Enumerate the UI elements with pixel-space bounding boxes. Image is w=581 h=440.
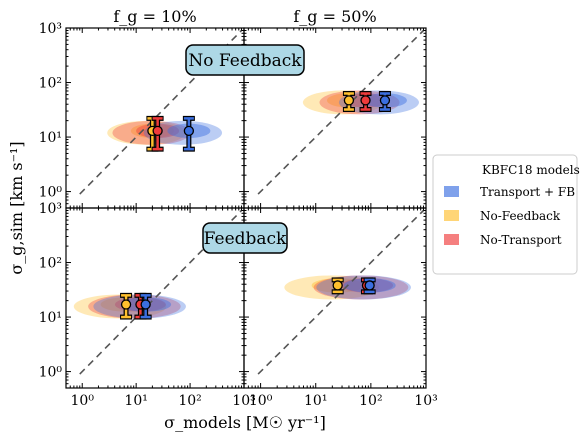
column-title-fg50: f_g = 50% [293,7,376,26]
marker [360,95,371,106]
axes-panel-1-1: 10⁰ 10¹ 10² 10³ [243,207,438,409]
point-transport-fb-panel-0-1 [378,90,391,113]
point-transport-fb-panel-0-0 [182,115,195,152]
point-no-feedback-panel-1-0 [120,292,133,320]
marker [343,95,355,106]
legend-label-no-feedback: No-Feedback [480,209,561,223]
marker [364,280,375,291]
axes-panel-1-0: 10⁰ 10¹ 10² 10³ 10⁰ 10¹ 10² 10³ [39,201,256,409]
legend-title: KBFC18 models [482,163,580,177]
x-tick-label: 10³ [414,393,437,409]
row-label-no-feedback-box: No Feedback [185,44,305,76]
legend-swatch-no-feedback [444,210,459,221]
x-tick-label: 10¹ [304,393,327,409]
y-tick-label: 10² [39,256,62,272]
x-tick-label: 10⁰ [71,393,95,409]
marker [183,125,195,136]
marker [379,95,391,106]
x-tick-label: 10² [178,393,201,409]
point-no-feedback-panel-0-1 [342,90,355,113]
y-tick-label: 10³ [39,201,62,217]
legend-swatch-no-transport [444,234,459,245]
contours-panel-1-1 [284,275,411,300]
x-axis-label: σ_models [M☉ yr⁻¹] [164,413,326,432]
one-to-one-line-panel-1-1 [257,209,425,375]
legend-swatch-transport-fb [444,186,459,197]
column-title-fg10: f_g = 10% [113,7,196,26]
point-no-transport-panel-0-0 [151,115,164,152]
row-label-feedback: Feedback [204,229,287,249]
y-tick-label: 10² [39,76,62,92]
contour-outer-transport-fb [338,90,419,115]
contour-outer-no-feedback [284,275,379,300]
one-to-one-lines [79,29,425,375]
contour-outer-no-feedback [107,120,186,145]
contour-outer-no-transport [88,294,181,319]
point-transport-fb-panel-1-0 [139,292,152,320]
y-tick-label: 10³ [39,21,62,37]
point-no-feedback-panel-1-1 [331,277,344,295]
marker [140,299,151,310]
y-axis-label: σ_g,sim [km s⁻¹] [7,141,26,274]
marker [120,299,132,310]
x-tick-label: 10³ [232,393,255,409]
y-tick-label: 10¹ [39,310,62,326]
data-points [120,90,391,320]
one-to-one-line-panel-1-0 [79,209,243,375]
contour-outer-transport-fb [143,120,223,145]
row-label-feedback-box: Feedback [202,222,288,254]
contours-panel-0-0 [107,120,223,145]
y-tick-label: 10¹ [39,130,62,146]
legend-label-transport-fb: Transport + FB [480,185,575,199]
x-tick-label: 10² [359,393,382,409]
legend-label-no-transport: No-Transport [480,233,562,247]
legend: KBFC18 models Transport + FB No-Feedback… [432,154,580,275]
x-tick-label: 10⁰ [249,393,273,409]
point-transport-fb-panel-1-1 [363,277,376,295]
one-to-one-line-panel-0-1 [257,29,425,195]
panel-frame [243,207,427,389]
one-to-one-line-panel-0-0 [79,29,243,195]
row-label-no-feedback: No Feedback [188,51,302,71]
marker [152,125,163,136]
x-tick-label: 10¹ [124,393,147,409]
y-tick-label: 10⁰ [39,365,63,381]
marker [332,280,343,291]
y-tick-label: 10⁰ [39,185,63,201]
point-no-transport-panel-0-1 [359,90,372,113]
legend-frame [432,154,578,275]
